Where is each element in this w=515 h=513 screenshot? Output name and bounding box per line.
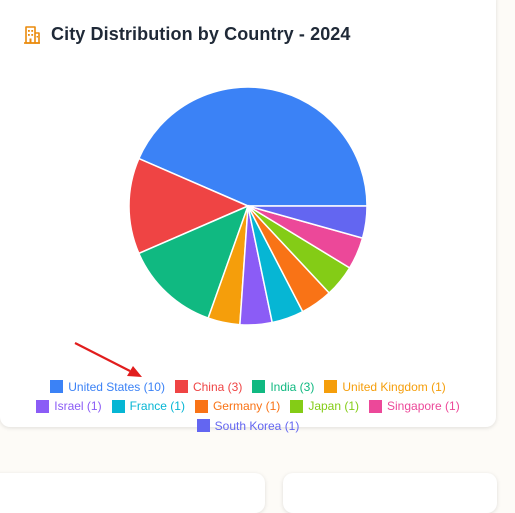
legend-row: Israel (1) France (1) Germany (1) Japan (1)… <box>14 397 482 417</box>
chart-legend: United States (10) China (3) India (3) Unit… <box>14 377 482 436</box>
legend-label: France (1) <box>129 399 185 414</box>
legend-row: United States (10) China (3) India (3) Unit… <box>14 377 482 397</box>
pie-slice-united-states[interactable] <box>137 86 368 207</box>
building-icon <box>22 25 42 45</box>
legend-item-united-kingdom[interactable]: United Kingdom (1) <box>324 379 446 394</box>
legend-label: South Korea (1) <box>214 418 300 433</box>
legend-swatch <box>50 380 64 394</box>
legend-label: Japan (1) <box>308 399 360 414</box>
legend-label: China (3) <box>192 379 243 394</box>
legend-label: Germany (1) <box>212 399 281 414</box>
legend-swatch <box>174 380 188 394</box>
legend-item-singapore[interactable]: Singapore (1) <box>369 399 460 413</box>
bottom-card-right <box>283 473 497 513</box>
legend-item-france[interactable]: France (1) <box>111 399 185 414</box>
legend-swatch <box>36 399 50 413</box>
legend-label: Singapore (1) <box>387 399 460 414</box>
legend-swatch <box>111 399 125 413</box>
legend-item-israel[interactable]: Israel (1) <box>36 399 102 414</box>
pie-slice-india[interactable] <box>137 204 250 320</box>
legend-item-united-states[interactable]: United States (10) <box>50 380 165 394</box>
pie-chart <box>128 86 368 326</box>
legend-label: India (3) <box>270 379 315 394</box>
legend-swatch <box>252 380 266 394</box>
legend-item-india[interactable]: India (3) <box>252 380 314 394</box>
legend-label: United Kingdom (1) <box>342 379 446 394</box>
pie-slice-south-korea[interactable] <box>247 205 368 240</box>
legend-row: South Korea (1) <box>14 416 482 436</box>
legend-item-germany[interactable]: Germany (1) <box>194 399 281 414</box>
card-header: City Distribution by Country - 2024 <box>22 24 351 45</box>
chart-title: City Distribution by Country - 2024 <box>51 24 351 44</box>
legend-swatch <box>290 399 304 413</box>
legend-swatch <box>324 380 338 394</box>
legend-swatch <box>369 399 383 413</box>
legend-item-china[interactable]: China (3) <box>174 379 243 394</box>
legend-label: Israel (1) <box>54 399 102 414</box>
legend-label: United States (10) <box>68 379 165 394</box>
bottom-card-left <box>0 473 265 513</box>
pie-slice-china[interactable] <box>128 157 250 255</box>
legend-swatch <box>196 419 210 433</box>
legend-swatch <box>194 399 208 413</box>
legend-item-japan[interactable]: Japan (1) <box>290 399 359 413</box>
legend-item-south-korea[interactable]: South Korea (1) <box>196 418 300 433</box>
